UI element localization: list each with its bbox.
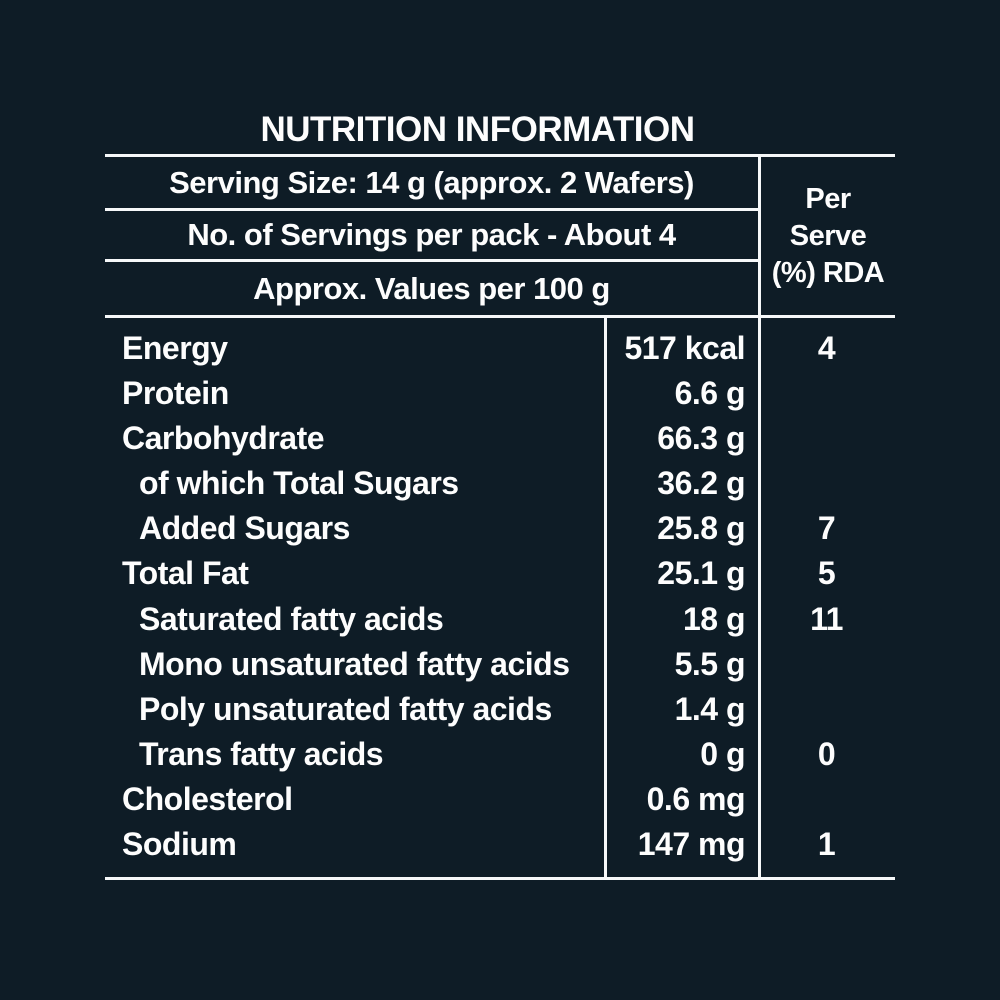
page-title: NUTRITION INFORMATION [260, 110, 695, 149]
nutrient-name: Total Fat [122, 555, 249, 592]
table-row: Protein 6.6 g [105, 371, 895, 416]
table-top-rule [105, 154, 895, 157]
nutrient-value: 1.4 g [674, 690, 746, 727]
nutrient-name: Carbohydrate [122, 420, 325, 457]
serving-size-rule [105, 208, 761, 211]
table-row: Mono unsaturated fatty acids 5.5 g [105, 642, 895, 687]
nutrient-value: 147 mg [637, 825, 746, 862]
table-row: Poly unsaturated fatty acids 1.4 g [105, 687, 895, 732]
table-row: Carbohydrate 66.3 g [105, 416, 895, 461]
nutrient-name: Mono unsaturated fatty acids [139, 645, 570, 682]
value-column-divider [604, 318, 607, 877]
nutrient-name: of which Total Sugars [139, 465, 459, 502]
table-bottom-rule [105, 877, 895, 880]
nutrient-rda: 11 [810, 600, 843, 637]
per-serve-line-1: Per [805, 182, 851, 215]
nutrient-name: Protein [122, 375, 229, 412]
nutrient-value: 66.3 g [657, 420, 745, 457]
nutrient-rda: 4 [817, 330, 836, 367]
table-row: Added Sugars 25.8 g 7 [105, 506, 895, 551]
nutrient-name: Added Sugars [139, 510, 350, 547]
table-row: Total Fat 25.1 g 5 [105, 551, 895, 596]
nutrient-value: 5.5 g [674, 645, 746, 682]
values-basis-rule [105, 315, 895, 318]
per-serve-line-2: Serve [789, 219, 867, 252]
nutrient-value: 0 g [700, 735, 745, 772]
nutrient-rda: 5 [817, 555, 836, 592]
servings-per-pack-rule [105, 259, 761, 262]
nutrient-name: Cholesterol [122, 780, 293, 817]
per-serve-line-3: (%) RDA [771, 256, 885, 289]
table-row: of which Total Sugars 36.2 g [105, 461, 895, 506]
nutrient-name: Poly unsaturated fatty acids [139, 690, 552, 727]
table-row: Saturated fatty acids 18 g 11 [105, 596, 895, 641]
table-row: Cholesterol 0.6 mg [105, 777, 895, 822]
nutrient-value: 25.1 g [657, 555, 745, 592]
nutrient-value: 517 kcal [624, 330, 745, 367]
servings-per-pack-text: No. of Servings per pack - About 4 [187, 217, 676, 252]
rda-column-divider [758, 154, 761, 880]
nutrient-value: 25.8 g [657, 510, 745, 547]
nutrient-name: Sodium [122, 825, 237, 862]
per-serve-rda-header: Per Serve (%) RDA [761, 157, 895, 315]
nutrition-rows: Energy 517 kcal 4 Protein 6.6 g Carbohydrate 6… [105, 318, 895, 877]
nutrient-value: 36.2 g [657, 465, 745, 502]
nutrient-value: 6.6 g [674, 375, 746, 412]
table-row: Energy 517 kcal 4 [105, 326, 895, 371]
table-row: Trans fatty acids 0 g 0 [105, 732, 895, 777]
nutrient-rda: 1 [817, 825, 836, 862]
nutrient-rda: 7 [817, 510, 836, 547]
serving-size-text: Serving Size: 14 g (approx. 2 Wafers) [169, 164, 694, 200]
nutrient-rda: 0 [817, 735, 836, 772]
nutrient-name: Trans fatty acids [139, 735, 384, 772]
table-row: Sodium 147 mg 1 [105, 822, 895, 867]
nutrient-name: Saturated fatty acids [139, 600, 444, 637]
nutrient-value: 0.6 mg [646, 780, 746, 817]
values-basis-text: Approx. Values per 100 g [253, 270, 610, 306]
nutrient-name: Energy [122, 330, 228, 367]
nutrient-value: 18 g [682, 600, 746, 637]
